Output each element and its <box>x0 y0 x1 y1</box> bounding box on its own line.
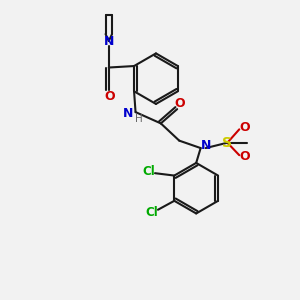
Text: O: O <box>175 97 185 110</box>
Text: O: O <box>239 122 250 134</box>
Text: O: O <box>239 150 250 163</box>
Text: Cl: Cl <box>145 206 158 219</box>
Text: N: N <box>103 34 114 48</box>
Text: S: S <box>222 136 233 150</box>
Text: O: O <box>104 90 115 103</box>
Text: H: H <box>135 114 143 124</box>
Text: N: N <box>200 139 211 152</box>
Text: N: N <box>123 107 133 120</box>
Text: Cl: Cl <box>142 165 155 178</box>
